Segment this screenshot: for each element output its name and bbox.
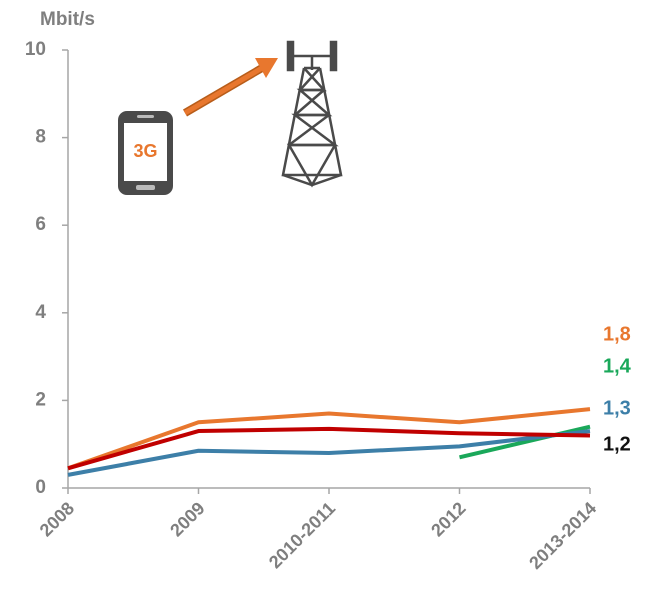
x-tick-label: 2013-2014 bbox=[525, 498, 600, 573]
x-tick-label: 2008 bbox=[36, 498, 78, 540]
x-tick-label: 2012 bbox=[427, 498, 469, 540]
value-label: 1,2 bbox=[603, 433, 631, 455]
phone-label: 3G bbox=[133, 141, 157, 161]
value-label: 1,3 bbox=[603, 397, 631, 419]
y-tick-label: 0 bbox=[35, 477, 46, 498]
x-tick-label: 2009 bbox=[166, 498, 208, 540]
y-axis-label: Mbit/s bbox=[40, 9, 95, 30]
phone-icon: 3G bbox=[118, 111, 173, 195]
y-tick-label: 8 bbox=[35, 127, 46, 148]
value-label: 1,8 bbox=[603, 323, 631, 345]
y-tick-label: 6 bbox=[35, 214, 46, 235]
x-tick-label: 2010-2011 bbox=[265, 498, 339, 572]
data-line bbox=[67, 407, 591, 471]
y-tick-label: 4 bbox=[35, 302, 46, 323]
value-label: 1,4 bbox=[603, 355, 632, 377]
data-line bbox=[67, 429, 591, 477]
y-tick-label: 10 bbox=[25, 39, 46, 60]
data-line bbox=[459, 424, 591, 460]
tower-icon bbox=[281, 40, 343, 188]
y-tick-label: 2 bbox=[35, 389, 46, 410]
arrow bbox=[182, 58, 278, 117]
data-line bbox=[67, 426, 591, 471]
